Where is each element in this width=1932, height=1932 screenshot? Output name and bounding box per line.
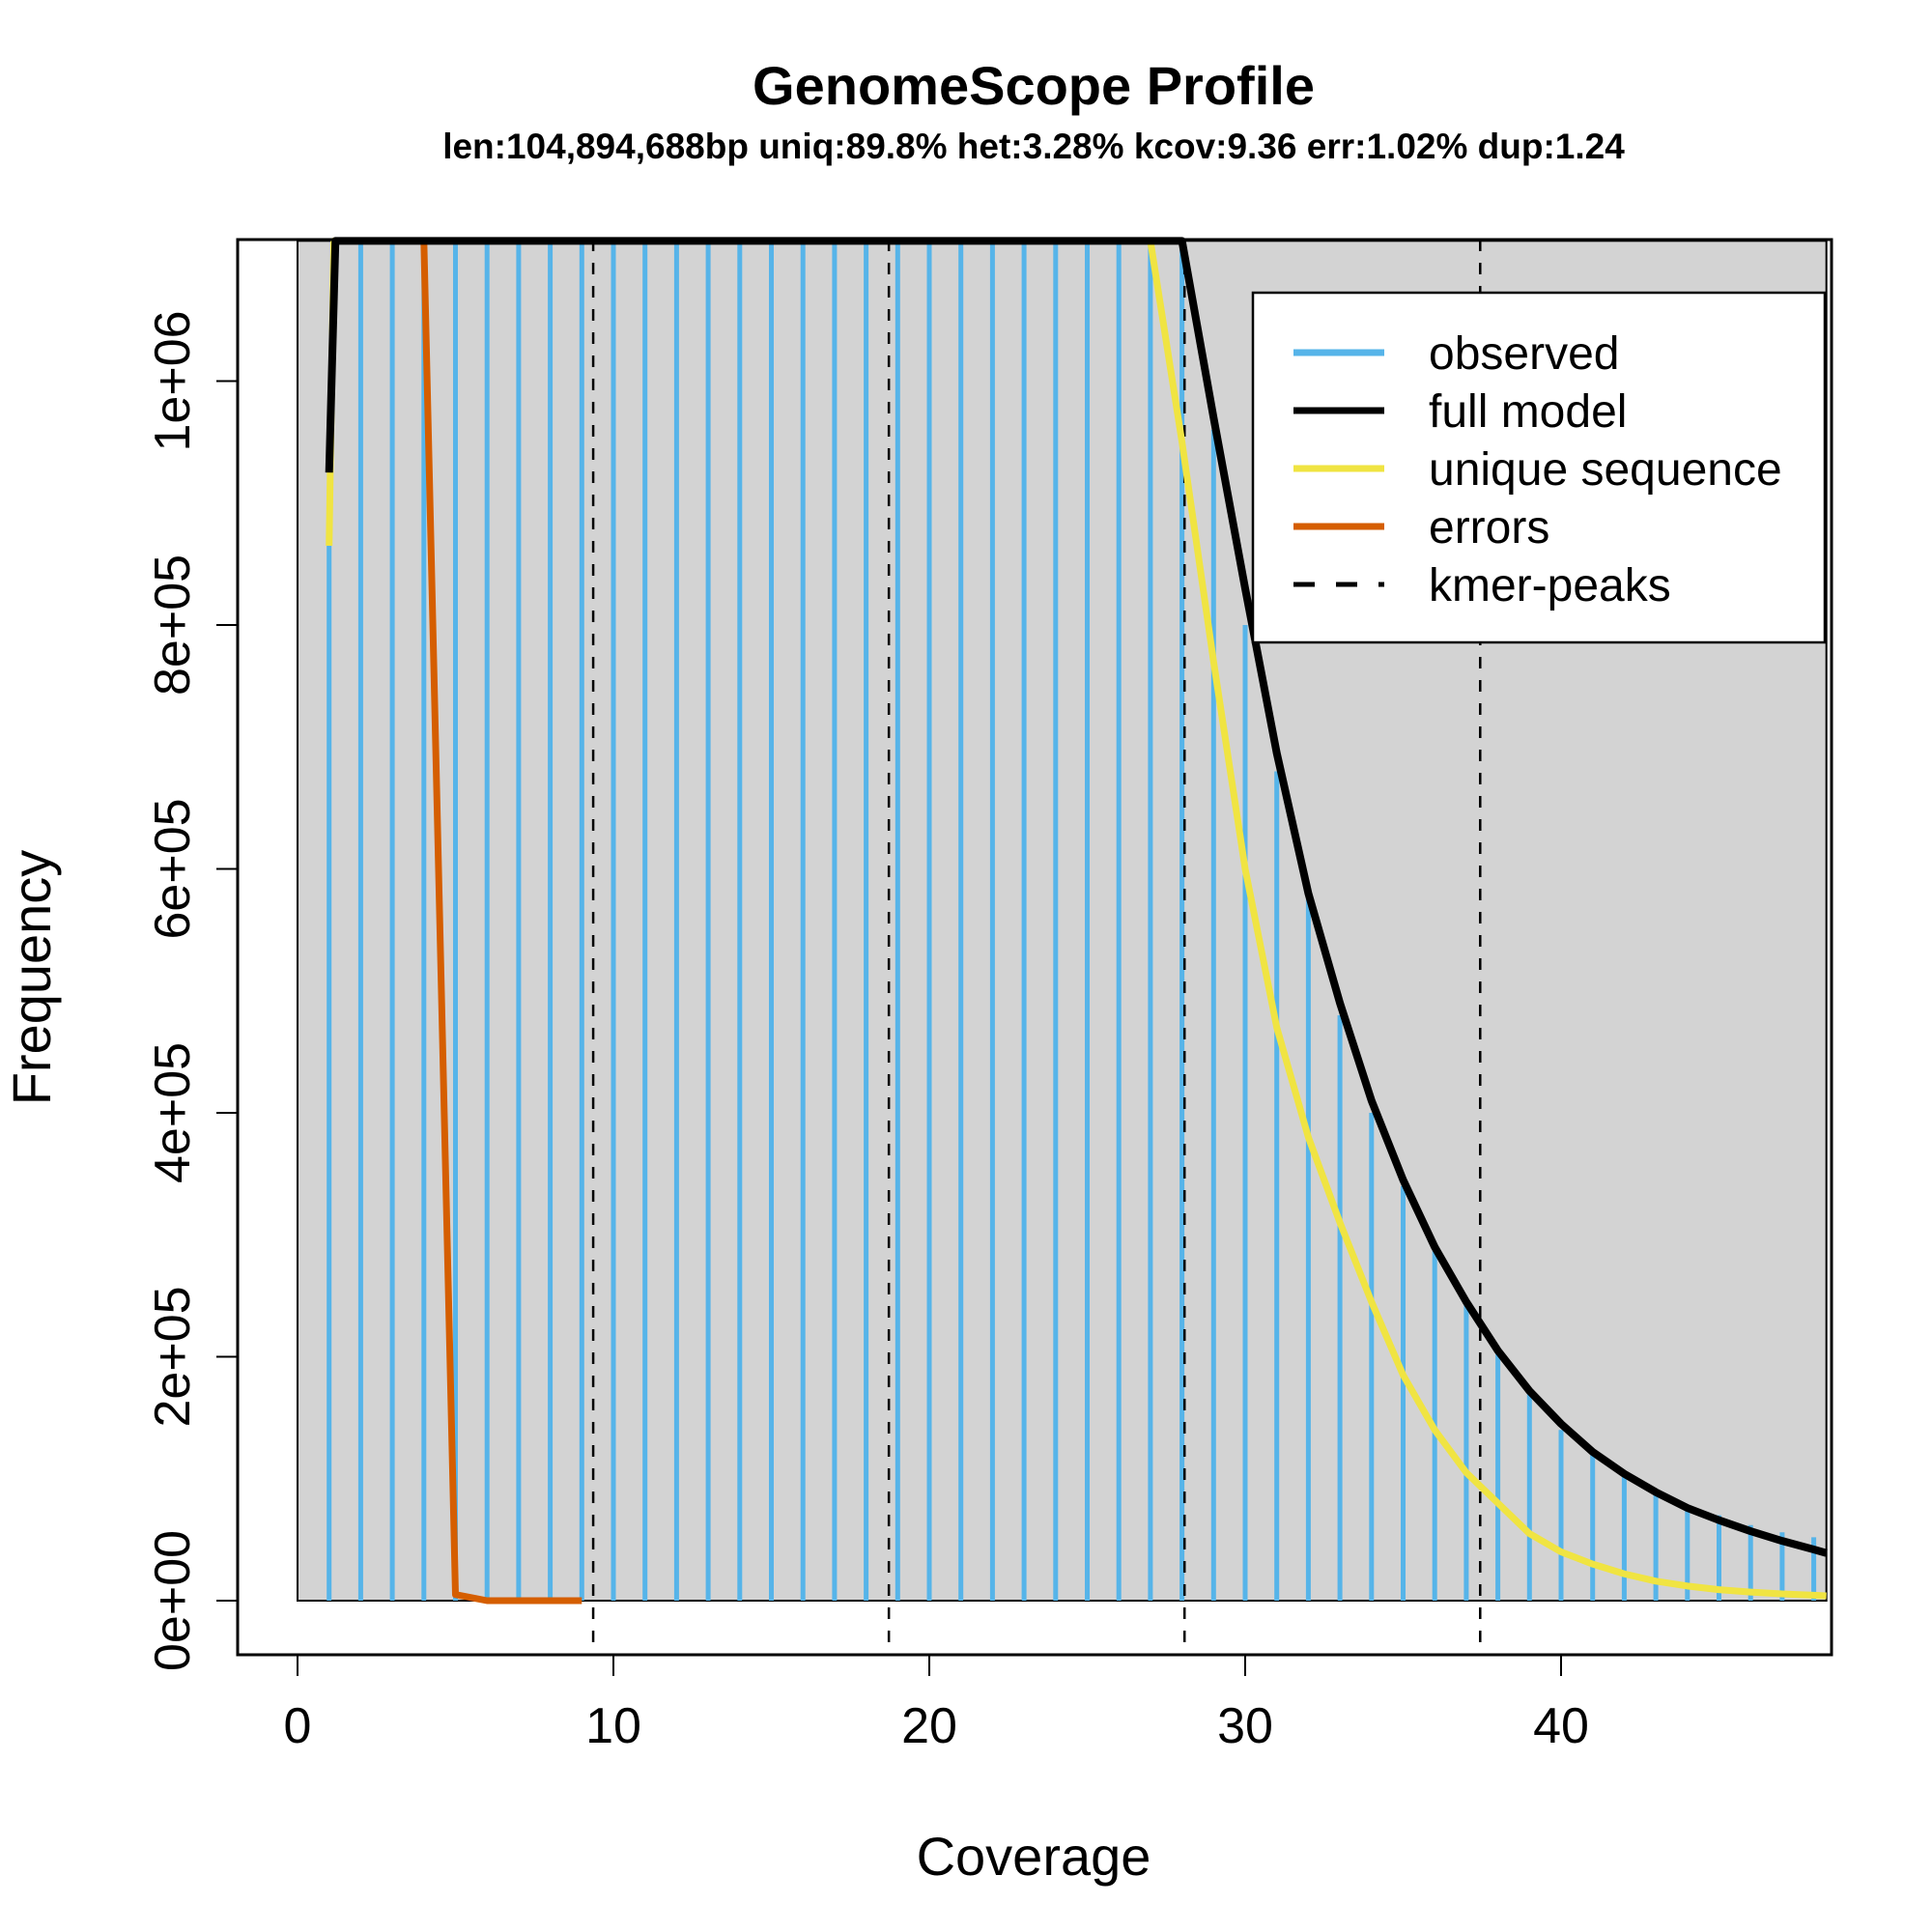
errors-line	[420, 241, 582, 1605]
x-axis: 0 10 20 30 40	[284, 1654, 1589, 1754]
full-model-line	[325, 237, 1828, 1557]
legend-label-errors: errors	[1429, 502, 1549, 554]
y-tick-label: 6e+05	[145, 798, 201, 939]
model-lines	[325, 237, 1828, 1605]
observed-series	[327, 241, 1817, 1601]
y-tick-label: 1e+06	[145, 310, 201, 451]
legend-label-kmer-peaks: kmer-peaks	[1429, 560, 1671, 611]
chart-title: GenomeScope Profile	[753, 55, 1315, 116]
legend-label-unique-sequence: unique sequence	[1429, 444, 1782, 496]
x-tick-label: 0	[284, 1698, 312, 1754]
x-axis-label: Coverage	[917, 1826, 1151, 1887]
y-axis: 0e+00 2e+05 4e+05 6e+05 8e+05 1e+06	[145, 310, 239, 1671]
y-tick-label: 8e+05	[145, 554, 201, 696]
legend: observed full model unique sequence errors k…	[1251, 291, 1827, 644]
x-tick-label: 40	[1533, 1698, 1589, 1754]
y-tick-label: 4e+05	[145, 1042, 201, 1183]
x-tick-label: 10	[585, 1698, 641, 1754]
x-tick-label: 30	[1217, 1698, 1273, 1754]
legend-label-full-model: full model	[1429, 386, 1627, 438]
x-tick-label: 20	[901, 1698, 957, 1754]
y-tick-label: 0e+00	[145, 1530, 201, 1671]
legend-label-observed: observed	[1429, 328, 1619, 380]
y-axis-label: Frequency	[1, 850, 62, 1106]
chart-subtitle: len:104,894,688bp uniq:89.8% het:3.28% k…	[442, 127, 1625, 166]
y-tick-label: 2e+05	[145, 1286, 201, 1427]
unique-sequence-line	[326, 237, 1827, 1600]
